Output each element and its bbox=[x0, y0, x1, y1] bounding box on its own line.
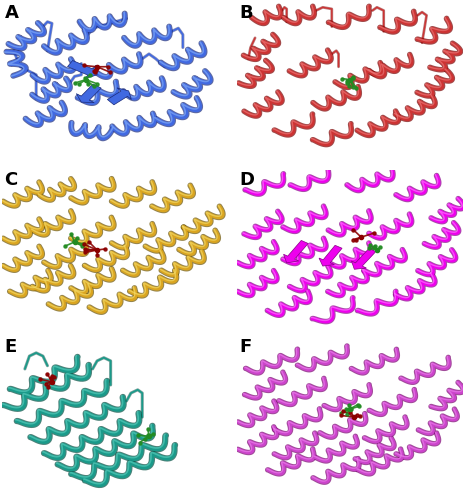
Text: F: F bbox=[239, 338, 252, 356]
Text: A: A bbox=[5, 4, 19, 22]
Polygon shape bbox=[67, 60, 97, 78]
Polygon shape bbox=[319, 246, 342, 266]
Text: E: E bbox=[5, 338, 17, 356]
Text: B: B bbox=[239, 4, 253, 22]
Polygon shape bbox=[284, 240, 308, 263]
Text: D: D bbox=[239, 171, 254, 189]
Text: C: C bbox=[5, 171, 18, 189]
Polygon shape bbox=[107, 88, 132, 105]
Polygon shape bbox=[76, 84, 101, 102]
Polygon shape bbox=[352, 248, 376, 270]
